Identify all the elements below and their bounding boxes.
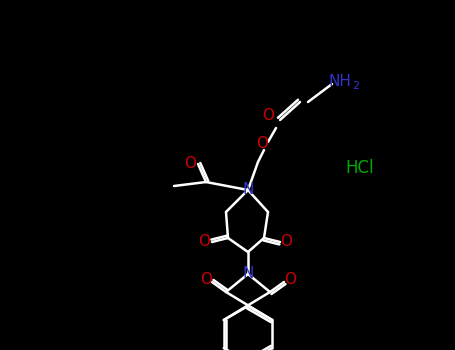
- Text: N: N: [243, 266, 254, 281]
- Text: NH: NH: [329, 75, 351, 90]
- Text: O: O: [280, 234, 292, 250]
- Text: N: N: [243, 182, 254, 197]
- Text: O: O: [200, 273, 212, 287]
- Text: O: O: [184, 156, 196, 172]
- Text: O: O: [256, 136, 268, 152]
- Text: 2: 2: [353, 81, 359, 91]
- Text: O: O: [198, 234, 210, 250]
- Text: O: O: [284, 273, 296, 287]
- Text: HCl: HCl: [346, 159, 374, 177]
- Text: O: O: [262, 108, 274, 124]
